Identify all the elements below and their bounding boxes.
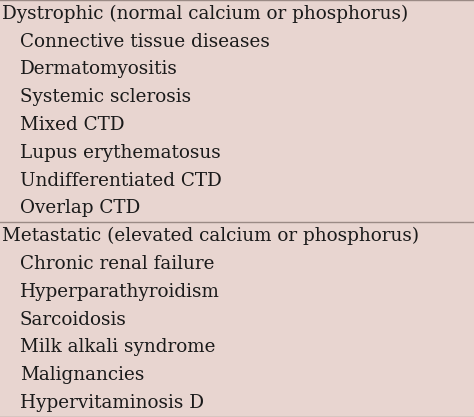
Text: Overlap CTD: Overlap CTD [20, 199, 140, 218]
Text: Undifferentiated CTD: Undifferentiated CTD [20, 172, 222, 190]
Text: Connective tissue diseases: Connective tissue diseases [20, 33, 270, 51]
Text: Lupus erythematosus: Lupus erythematosus [20, 144, 221, 162]
Text: Systemic sclerosis: Systemic sclerosis [20, 88, 191, 106]
Text: Mixed CTD: Mixed CTD [20, 116, 124, 134]
Text: Malignancies: Malignancies [20, 366, 144, 384]
Text: Hypervitaminosis D: Hypervitaminosis D [20, 394, 204, 412]
Text: Milk alkali syndrome: Milk alkali syndrome [20, 339, 215, 357]
Text: Chronic renal failure: Chronic renal failure [20, 255, 214, 273]
Text: Metastatic (elevated calcium or phosphorus): Metastatic (elevated calcium or phosphor… [2, 227, 419, 246]
Text: Dermatomyositis: Dermatomyositis [20, 60, 178, 78]
Text: Sarcoidosis: Sarcoidosis [20, 311, 127, 329]
Text: Hyperparathyroidism: Hyperparathyroidism [20, 283, 220, 301]
Text: Dystrophic (normal calcium or phosphorus): Dystrophic (normal calcium or phosphorus… [2, 5, 409, 23]
